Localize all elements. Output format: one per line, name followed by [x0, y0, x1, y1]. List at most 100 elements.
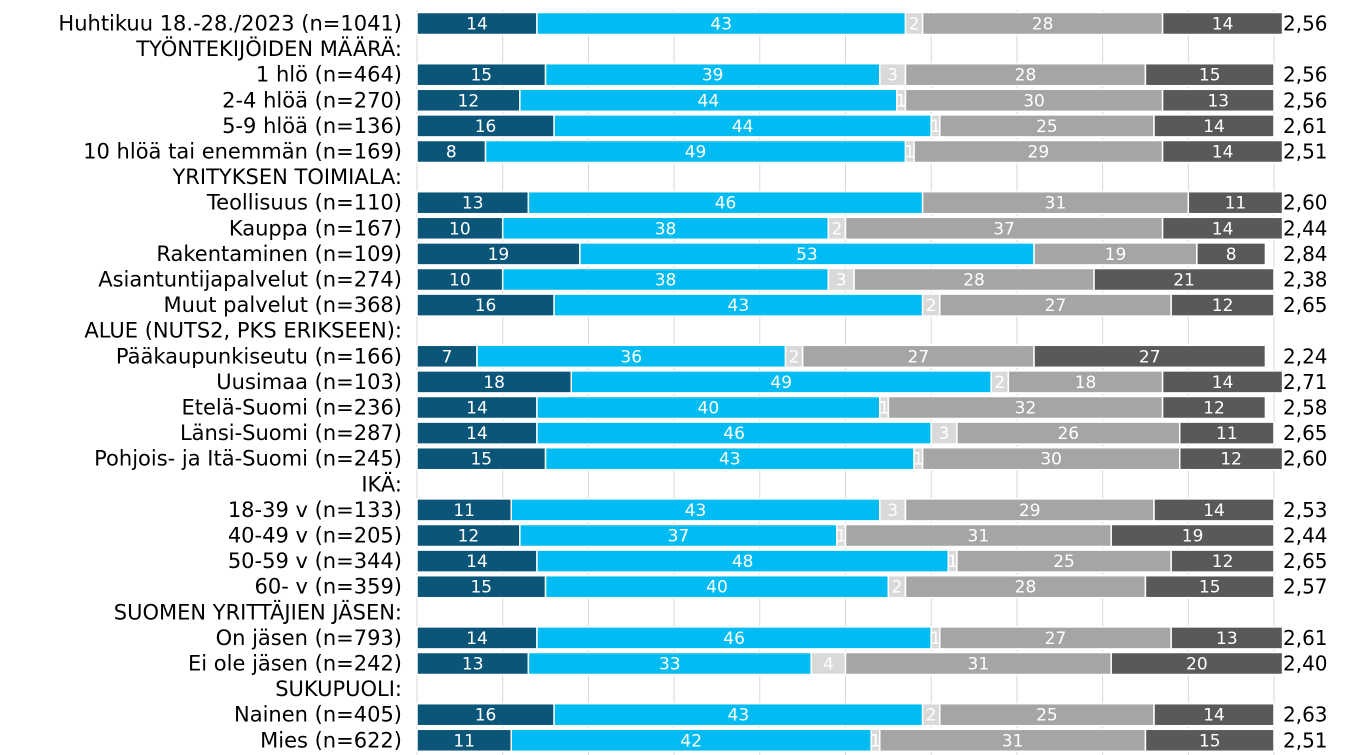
- row-label: 10 hlöä tai enemmän (n=169): [83, 140, 402, 164]
- bar-segment: [1161, 11, 1284, 36]
- data-label: 12: [1212, 552, 1234, 572]
- data-label: 8: [1226, 245, 1237, 265]
- data-label: 2: [832, 219, 843, 239]
- bar-segment: [1144, 574, 1275, 599]
- bar-segment: [1170, 293, 1275, 317]
- data-label: 43: [685, 501, 707, 521]
- data-label: 43: [728, 296, 750, 316]
- data-label: 2: [909, 15, 920, 35]
- average-value: 2,58: [1283, 396, 1328, 420]
- data-label: 37: [668, 527, 690, 547]
- data-label: 14: [466, 424, 488, 444]
- row-label: 60- v (n=359): [255, 575, 402, 599]
- average-value: 2,24: [1283, 344, 1328, 368]
- data-label: 3: [887, 66, 898, 86]
- data-label: 2: [789, 347, 800, 367]
- group-header: SUKUPUOLI:: [275, 677, 402, 701]
- data-label: 30: [1023, 91, 1045, 111]
- row-label: Rakentaminen (n=109): [156, 242, 402, 266]
- data-label: 39: [702, 66, 724, 86]
- data-label: 25: [1036, 117, 1058, 137]
- data-label: 1: [870, 731, 881, 751]
- data-label: 46: [723, 629, 745, 649]
- data-label: 11: [453, 731, 475, 751]
- data-label: 49: [770, 373, 792, 393]
- bar-segment: [1178, 421, 1275, 445]
- average-value: 2,38: [1283, 268, 1328, 292]
- data-label: 37: [993, 219, 1015, 239]
- bar-segment: [1196, 242, 1267, 266]
- data-label: 49: [685, 143, 707, 163]
- group-header: SUOMEN YRITTÄJIEN JÄSEN:: [114, 599, 402, 624]
- data-label: 14: [1212, 15, 1234, 35]
- data-label: 3: [939, 424, 950, 444]
- data-label: 43: [710, 15, 732, 35]
- row-label: 50-59 v (n=344): [228, 549, 402, 573]
- data-label: 30: [1040, 450, 1062, 470]
- group-header: ALUE (NUTS2, PKS ERIKSEEN):: [84, 319, 402, 343]
- data-label: 14: [466, 629, 488, 649]
- average-value: 2,56: [1283, 12, 1328, 36]
- data-label: 13: [462, 655, 484, 675]
- data-label: 10: [449, 219, 471, 239]
- data-label: 29: [1028, 143, 1050, 163]
- data-label: 21: [1173, 271, 1195, 291]
- data-label: 31: [968, 527, 990, 547]
- data-label: 43: [719, 450, 741, 470]
- data-label: 32: [1015, 399, 1037, 419]
- average-value: 2,65: [1283, 421, 1328, 445]
- bar-segment: [1187, 190, 1284, 215]
- row-label: Pohjois- ja Itä-Suomi (n=245): [94, 447, 402, 471]
- data-label: 29: [1019, 501, 1041, 521]
- data-label: 16: [475, 706, 497, 726]
- data-label: 19: [488, 245, 510, 265]
- data-label: 44: [698, 91, 720, 111]
- data-label: 27: [1045, 296, 1067, 316]
- row-label: Länsi-Suomi (n=287): [180, 421, 402, 445]
- data-label: 44: [732, 117, 754, 137]
- average-value: 2,84: [1283, 242, 1328, 266]
- data-label: 31: [968, 655, 990, 675]
- data-label: 18: [483, 373, 505, 393]
- data-label: 13: [462, 194, 484, 214]
- data-label: 2: [926, 706, 937, 726]
- bar-segment: [1144, 728, 1275, 753]
- average-value: 2,65: [1283, 549, 1328, 573]
- data-label: 14: [1212, 373, 1234, 393]
- data-label: 14: [1203, 117, 1225, 137]
- data-label: 26: [1057, 424, 1079, 444]
- data-label: 27: [908, 347, 930, 367]
- bar-segment: [1161, 88, 1275, 113]
- data-label: 1: [836, 527, 847, 547]
- data-label: 15: [1199, 66, 1221, 86]
- data-label: 12: [458, 527, 480, 547]
- data-label: 1: [947, 552, 958, 572]
- row-label: Mies (n=622): [260, 728, 402, 752]
- data-label: 11: [453, 501, 475, 521]
- data-label: 19: [1105, 245, 1127, 265]
- data-label: 33: [659, 655, 681, 675]
- data-label: 2: [926, 296, 937, 316]
- data-label: 16: [475, 117, 497, 137]
- data-label: 36: [620, 347, 642, 367]
- bar-segment: [1161, 370, 1284, 394]
- row-label: Teollisuus (n=110): [206, 191, 402, 215]
- data-label: 12: [1220, 450, 1242, 470]
- data-label: 14: [1212, 143, 1234, 163]
- data-label: 3: [887, 501, 898, 521]
- data-label: 15: [470, 66, 492, 86]
- data-label: 16: [475, 296, 497, 316]
- bar-segment: [1153, 498, 1275, 522]
- average-value: 2,53: [1283, 498, 1328, 522]
- data-label: 31: [1002, 731, 1024, 751]
- data-label: 28: [963, 271, 985, 291]
- average-value: 2,60: [1283, 191, 1328, 215]
- data-label: 12: [458, 91, 480, 111]
- row-label: Etelä-Suomi (n=236): [181, 396, 402, 420]
- data-label: 1: [913, 450, 924, 470]
- row-label: Kauppa (n=167): [229, 216, 402, 240]
- data-label: 28: [1015, 66, 1037, 86]
- bar-segment: [1153, 114, 1275, 138]
- average-value: 2,61: [1283, 626, 1328, 650]
